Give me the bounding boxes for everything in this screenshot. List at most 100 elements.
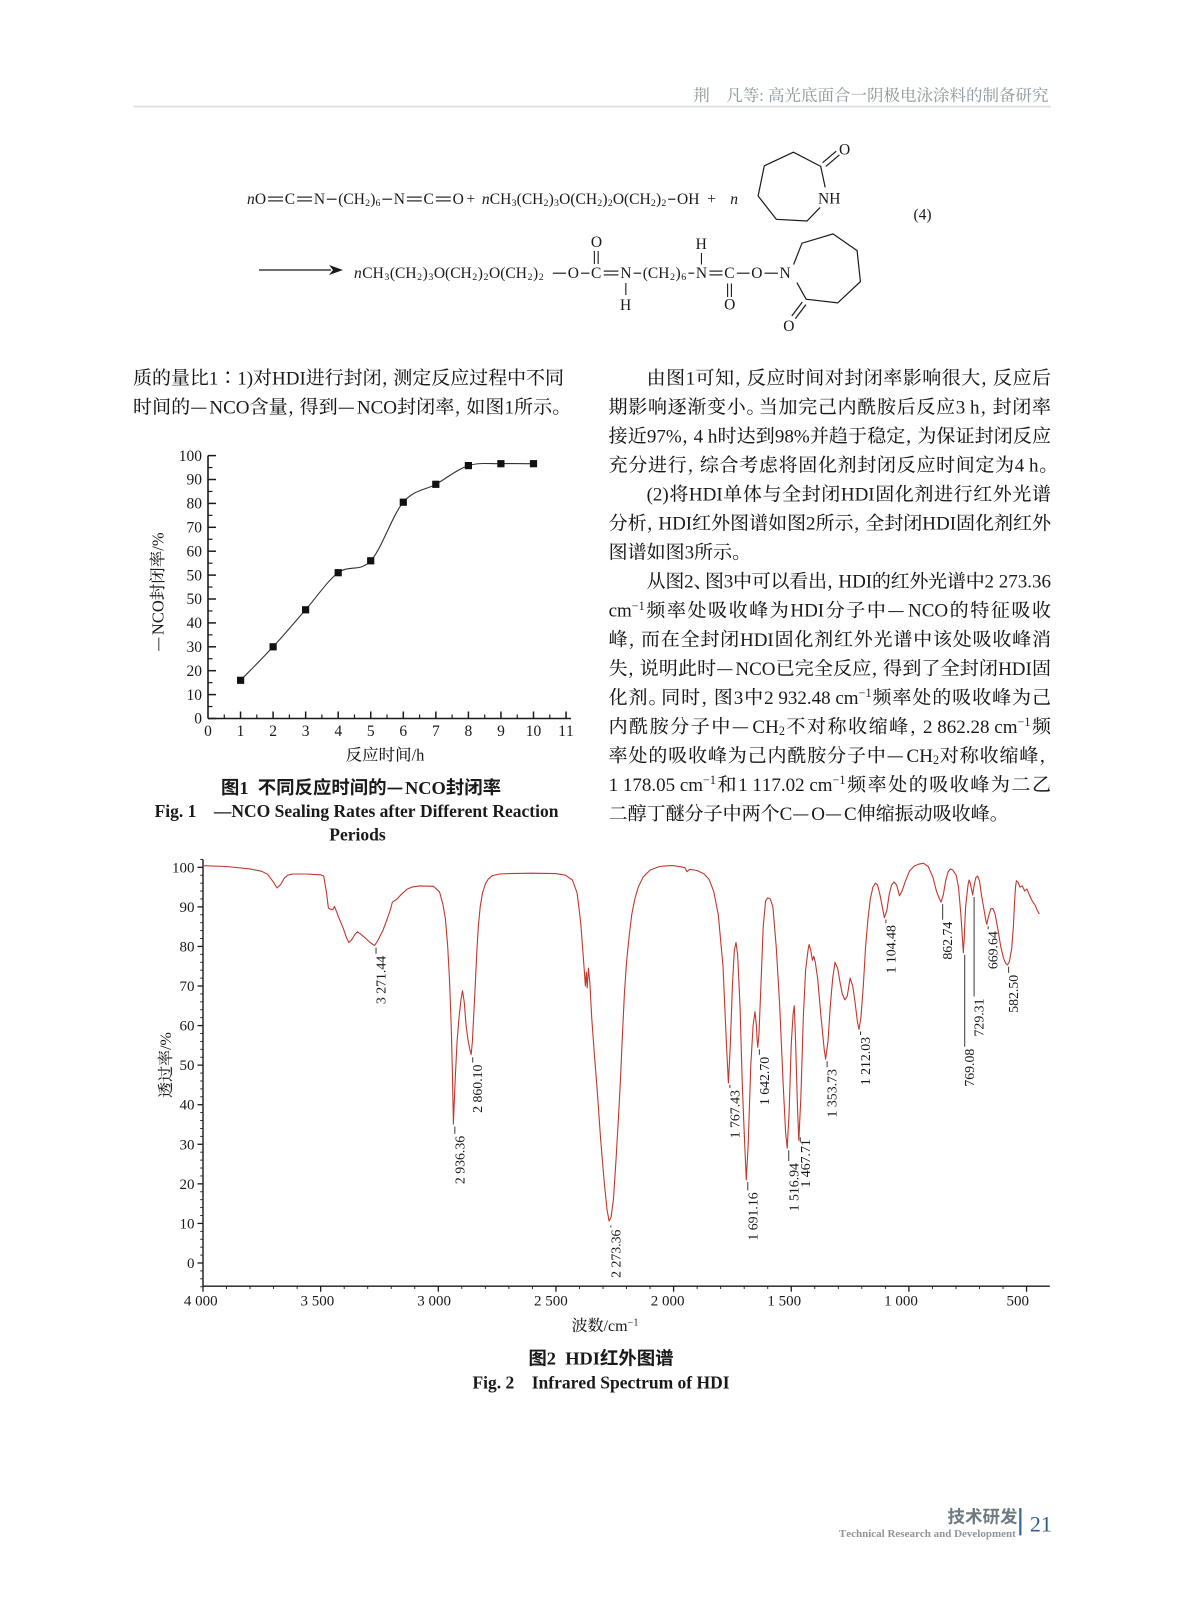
svg-text:2: 2 [539,272,544,283]
svg-text:0: 0 [194,711,202,728]
svg-text:9: 9 [497,723,505,740]
svg-text:2: 2 [670,272,675,283]
svg-text:C: C [285,191,295,208]
svg-text:3: 3 [428,272,433,283]
svg-text:O(CH: O(CH [489,265,527,282]
svg-text:): ) [533,265,538,282]
svg-text:729.31: 729.31 [972,998,987,1036]
svg-text:C: C [724,265,734,282]
svg-text:+: + [466,191,475,208]
svg-text:(CH: (CH [643,265,670,282]
svg-text:1 212.03: 1 212.03 [858,1037,873,1085]
svg-text:3 271.44: 3 271.44 [374,956,389,1004]
svg-text:/h: /h [412,746,426,765]
svg-text:−1: −1 [703,773,716,787]
svg-text:30: 30 [187,639,203,656]
svg-text:C: C [591,265,601,282]
svg-text:C: C [424,191,434,208]
svg-text:n: n [730,191,738,208]
svg-text:20: 20 [187,663,203,680]
svg-text:20: 20 [180,1177,195,1193]
svg-text:HDI: HDI [838,572,872,593]
svg-text:90: 90 [187,472,203,489]
svg-text:OH: OH [677,191,699,208]
svg-text:1 767.43: 1 767.43 [727,1090,742,1138]
svg-text:1 353.73: 1 353.73 [825,1069,840,1117]
svg-text:2: 2 [472,272,477,283]
svg-text:0: 0 [204,723,212,740]
svg-text:4: 4 [334,723,342,740]
svg-text:/%: /% [148,532,167,551]
svg-text:Technical Research and Develop: Technical Research and Development [839,1528,1016,1540]
svg-text:O: O [839,142,850,159]
svg-text:2: 2 [684,572,694,593]
svg-text:2: 2 [933,753,939,767]
svg-text:50: 50 [187,567,203,584]
svg-text:(4): (4) [914,207,932,224]
svg-text:cm: cm [609,601,632,622]
svg-text:N: N [314,191,325,208]
svg-text:1: 1 [209,368,219,389]
svg-text:3: 3 [685,543,695,564]
svg-text:): ) [656,191,661,208]
svg-text:100: 100 [172,860,195,876]
svg-text:1: 1 [504,397,514,418]
svg-text:N: N [780,265,791,282]
svg-text:70: 70 [180,979,195,995]
svg-text:2 273.36: 2 273.36 [985,572,1052,593]
svg-text:): ) [478,265,483,282]
svg-text:−1: −1 [1018,715,1031,729]
svg-text:1 691.16: 1 691.16 [745,1192,760,1240]
svg-text:3 000: 3 000 [417,1294,451,1310]
svg-text:2: 2 [597,198,602,209]
svg-text:2 000: 2 000 [651,1294,685,1310]
svg-text:−1: −1 [859,686,872,700]
svg-text:HDI: HDI [689,485,723,506]
svg-text:3 h: 3 h [956,397,980,418]
svg-text:C: C [844,804,857,825]
svg-text:98%: 98% [775,426,810,447]
svg-text:2 860.10: 2 860.10 [470,1064,485,1112]
svg-text:O: O [783,318,794,335]
svg-text:1: 1 [686,368,696,389]
svg-text:80: 80 [180,939,195,955]
svg-text:): ) [423,265,428,282]
svg-text:2: 2 [779,724,785,738]
svg-text:70: 70 [187,520,203,537]
svg-text:O: O [453,191,464,208]
svg-text:2: 2 [417,272,422,283]
svg-text:HDI: HDI [922,514,956,535]
svg-text:CH: CH [907,746,934,767]
svg-text:2: 2 [806,514,816,535]
svg-text:O(CH: O(CH [559,191,597,208]
svg-text:HDI: HDI [841,485,875,506]
svg-text:n: n [354,265,362,282]
svg-text:HDI: HDI [790,601,824,622]
svg-text:2: 2 [484,272,489,283]
svg-text:4 h: 4 h [1015,455,1039,476]
svg-text:n: n [482,191,490,208]
svg-text:C: C [780,804,793,825]
svg-text:4 h: 4 h [694,426,718,447]
svg-text:2 862.28 cm: 2 862.28 cm [923,717,1018,738]
svg-text:21: 21 [1030,1511,1052,1536]
svg-text:H: H [620,297,631,314]
svg-text:O: O [724,297,735,314]
svg-text:NCO: NCO [209,397,249,418]
svg-text:6: 6 [399,723,407,740]
svg-text:): ) [549,191,554,208]
svg-text:3: 3 [724,572,734,593]
svg-text:N: N [696,265,707,282]
svg-text:1 117.02 cm: 1 117.02 cm [738,775,833,796]
svg-text:4 000: 4 000 [184,1294,218,1310]
svg-text:30: 30 [180,1137,195,1153]
svg-text:O(CH: O(CH [613,191,651,208]
svg-text:3: 3 [302,723,310,740]
svg-text:2: 2 [269,723,277,740]
svg-text:2: 2 [527,272,532,283]
svg-text:50: 50 [187,591,203,608]
svg-text:3: 3 [554,198,559,209]
svg-text:NCO: NCO [148,600,167,635]
svg-text:/cm: /cm [604,1318,629,1335]
svg-text:10: 10 [187,687,203,704]
